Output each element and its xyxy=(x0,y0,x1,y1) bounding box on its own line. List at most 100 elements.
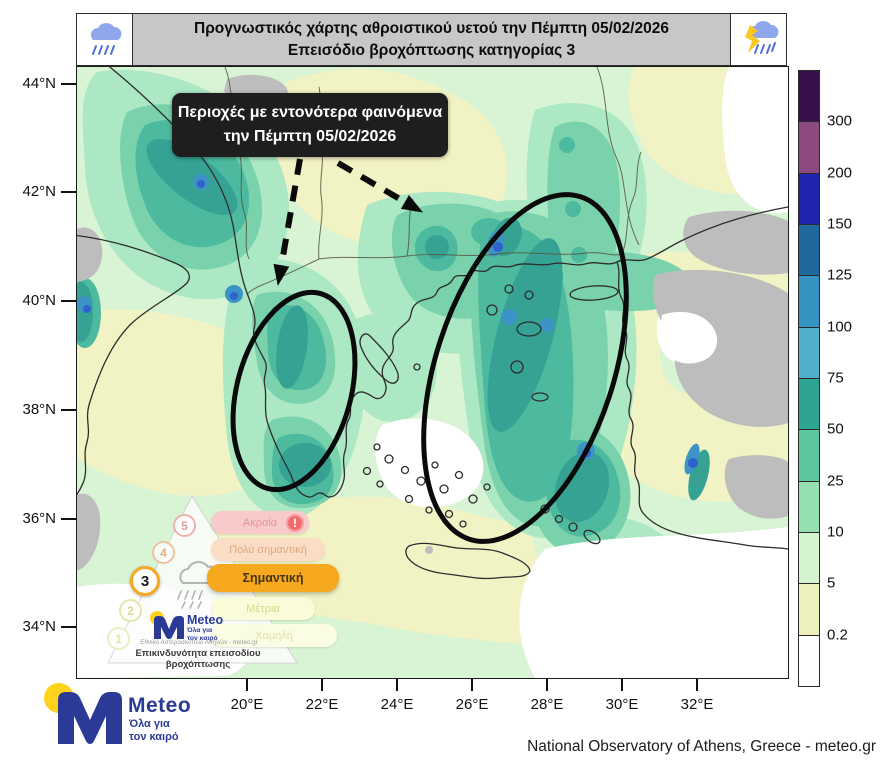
colorbar-segment xyxy=(798,224,820,277)
pyramid-logo-name: Meteo xyxy=(187,613,224,627)
colorbar-label: 125 xyxy=(827,266,853,284)
colorbar-segment xyxy=(798,70,820,123)
meteo-logo-name: Meteo xyxy=(128,694,192,717)
highlight-ellipse-west xyxy=(230,289,358,493)
attribution-text: National Observatory of Athens, Greece -… xyxy=(527,738,876,755)
pyramid-logo-tagline-1: Όλα για xyxy=(187,627,213,634)
risk-number-4: 4 xyxy=(152,541,175,564)
highlight-ellipses xyxy=(230,192,629,544)
lat-tick-label: 36°N xyxy=(22,510,56,527)
title-line2: Επεισόδιο βροχόπτωσης κατηγορίας 3 xyxy=(287,41,576,59)
lon-tick-mark xyxy=(321,679,323,691)
lon-tick-mark xyxy=(471,679,473,691)
meteo-logo-tagline: Όλα για τον καιρό xyxy=(129,718,179,743)
colorbar-segment xyxy=(798,326,820,379)
rain-cloud-icon xyxy=(77,14,133,65)
highlight-ellipse-east xyxy=(421,192,629,544)
pyramid-logo-tagline-2: τον καιρό xyxy=(187,634,218,642)
colorbar-segment xyxy=(798,583,820,636)
risk-level-2-pill: Μέτρια xyxy=(211,597,315,620)
colorbar-segment xyxy=(798,121,820,174)
meteo-small-logo-icon xyxy=(150,611,184,639)
risk-number-1: 1 xyxy=(107,627,130,650)
risk-level-1-label: Χαμηλή xyxy=(255,629,293,642)
pyramid-caption: Επικινδυνότητα επεισοδίου βροχόπτωσης xyxy=(135,648,261,670)
colorbar-label: 0.2 xyxy=(827,626,848,644)
colorbar-label: 50 xyxy=(827,420,844,438)
lat-tick-label: 44°N xyxy=(22,75,56,92)
colorbar-label: 5 xyxy=(827,574,836,592)
annotation-line2: την Πέμπτη 05/02/2026 xyxy=(223,128,397,145)
annotation-line1: Περιοχές με εντονότερα φαινόμενα xyxy=(177,104,443,121)
meteo-tagline-2: τον καιρό xyxy=(129,730,179,743)
risk-level-4-pill: Πολύ σημαντική xyxy=(211,538,325,561)
lat-tick-label: 42°N xyxy=(22,183,56,200)
lat-tick-mark xyxy=(61,626,76,628)
rain-streaks-icon xyxy=(177,590,203,609)
colorbar-segment xyxy=(798,172,820,225)
risk-level-1-pill: Χαμηλή xyxy=(211,624,337,647)
lon-tick-label: 20°E xyxy=(230,696,264,713)
risk-level-5-pill: Ακραία ! xyxy=(211,511,309,534)
colorbar-segment xyxy=(798,480,820,533)
meteo-logo: Meteo Όλα για τον καιρό xyxy=(42,682,272,752)
lat-tick-mark xyxy=(61,518,76,520)
lon-tick-mark xyxy=(246,679,248,691)
title-bar: Προγνωστικός χάρτης αθροιστικού υετού τη… xyxy=(76,13,787,66)
colorbar-segment xyxy=(798,378,820,431)
colorbar-segment xyxy=(798,634,820,687)
colorbar-label: 100 xyxy=(827,318,853,336)
lat-tick-mark xyxy=(61,83,76,85)
no-data-region xyxy=(77,74,788,570)
colorbar-label: 25 xyxy=(827,472,844,490)
lon-tick-mark xyxy=(396,679,398,691)
lon-tick-label: 26°E xyxy=(455,696,489,713)
risk-pyramid: Ακραία ! Πολύ σημαντική Σημαντική Μέτρια… xyxy=(101,487,356,672)
page-title: Προγνωστικός χάρτης αθροιστικού υετού τη… xyxy=(133,18,730,62)
lat-tick-label: 34°N xyxy=(22,618,56,635)
colorbar-label: 10 xyxy=(827,523,844,541)
pyramid-logo-org: Εθνικό Αστεροσκοπείο Αθηνών - meteo.gr xyxy=(140,639,258,646)
colorbar-label: 200 xyxy=(827,164,853,182)
risk-number-3-active: 3 xyxy=(130,566,160,596)
lat-tick-label: 38°N xyxy=(22,401,56,418)
alert-exclamation-icon: ! xyxy=(286,513,304,532)
arrow-to-west-ellipse xyxy=(273,158,303,286)
risk-number-2: 2 xyxy=(119,599,142,622)
risk-level-2-label: Μέτρια xyxy=(246,602,280,615)
annotation-box: Περιοχές με εντονότερα φαινόμενα την Πέμ… xyxy=(172,93,448,157)
risk-level-3-label: Σημαντική xyxy=(242,571,304,585)
lon-tick-label: 32°E xyxy=(680,696,714,713)
risk-level-3-pill-active: Σημαντική xyxy=(207,564,339,592)
storm-cloud-icon xyxy=(730,14,786,65)
lat-tick-mark xyxy=(61,409,76,411)
no-data-hole xyxy=(659,311,718,364)
colorbar-segment xyxy=(798,275,820,328)
lat-tick-mark xyxy=(61,300,76,302)
meteo-tagline-1: Όλα για xyxy=(129,718,170,730)
lon-tick-label: 22°E xyxy=(305,696,339,713)
lat-tick-mark xyxy=(61,191,76,193)
annotation-arrows xyxy=(273,158,424,286)
colorbar-segment xyxy=(798,429,820,482)
colorbar-label: 300 xyxy=(827,112,853,130)
coastlines xyxy=(77,67,788,580)
pyramid-logo-tagline: Όλα για τον καιρό xyxy=(187,627,218,642)
colorbar-label: 75 xyxy=(827,369,844,387)
lon-tick-mark xyxy=(621,679,623,691)
risk-level-5-label: Ακραία xyxy=(242,516,278,529)
lon-tick-label: 24°E xyxy=(380,696,414,713)
risk-number-5: 5 xyxy=(173,514,196,537)
colorbar-segment xyxy=(798,532,820,585)
lat-tick-label: 40°N xyxy=(22,292,56,309)
lon-tick-label: 28°E xyxy=(530,696,564,713)
arrow-to-east-ellipse xyxy=(336,160,424,213)
lon-tick-label: 30°E xyxy=(605,696,639,713)
lon-tick-mark xyxy=(696,679,698,691)
colorbar-label: 150 xyxy=(827,215,853,233)
title-line1: Προγνωστικός χάρτης αθροιστικού υετού τη… xyxy=(194,19,669,37)
meteo-logo-icon xyxy=(44,683,122,744)
lon-tick-mark xyxy=(546,679,548,691)
risk-level-4-label: Πολύ σημαντική xyxy=(229,543,307,556)
